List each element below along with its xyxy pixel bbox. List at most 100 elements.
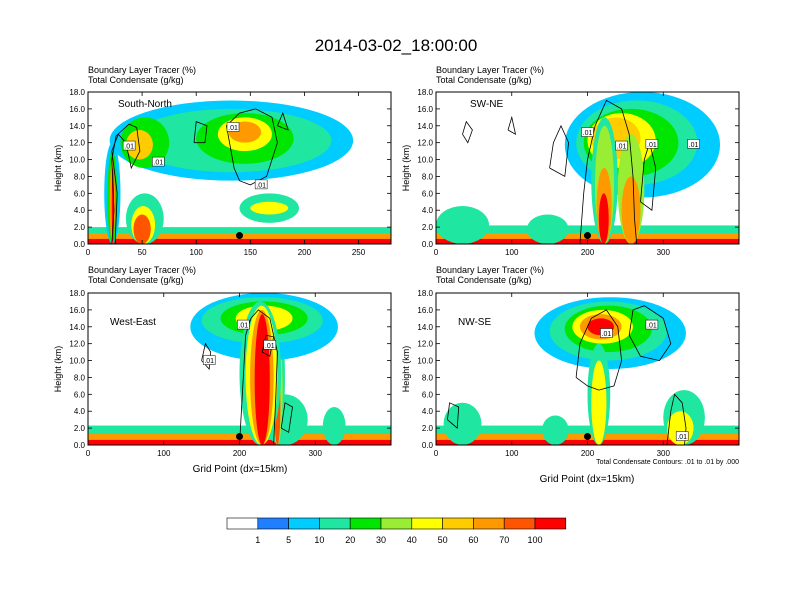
field-band [88, 238, 391, 244]
colorbar-label: 1 [255, 535, 260, 545]
y-tick-label: 2.0 [422, 223, 434, 232]
x-tick-label: 300 [309, 449, 323, 458]
panel-title-line2: Total Condensate (g/kg) [88, 75, 184, 85]
y-tick-label: 10.0 [417, 156, 433, 165]
colorbar-label: 5 [286, 535, 291, 545]
panel-west-east: Boundary Layer Tracer (%) Total Condensa… [53, 265, 392, 475]
contour-label: .01 [265, 343, 275, 350]
y-axis-label: Height (km) [401, 346, 411, 393]
y-tick-label: 14.0 [69, 122, 85, 131]
contour-label-box [237, 319, 250, 330]
y-tick-label: 8.0 [74, 172, 86, 181]
location-marker [584, 232, 591, 240]
condensate-contour [579, 99, 638, 245]
y-tick-label: 16.0 [417, 105, 433, 114]
field-band [88, 227, 391, 234]
y-tick-label: 14.0 [417, 323, 433, 332]
y-axis-label: Height (km) [53, 346, 63, 393]
colorbar-label: 100 [527, 535, 542, 545]
x-tick-label: 100 [157, 449, 171, 458]
condensate-contour [666, 393, 687, 446]
contour-label-group: .01 .01 .01 .01 [581, 127, 700, 240]
y-tick-label: 16.0 [417, 306, 433, 315]
y-tick-label: 8.0 [422, 172, 434, 181]
field-band [436, 225, 739, 234]
contour-label-box [645, 139, 659, 149]
contour-label-group: .01 .01 .01 [202, 319, 277, 441]
y-tick-label: 2.0 [74, 223, 86, 232]
y-tick-label: 12.0 [417, 139, 433, 148]
condensate-contour [447, 402, 460, 429]
colorbar-label: 20 [345, 535, 355, 545]
x-tick-label: 200 [581, 248, 595, 257]
condensate-contour [640, 141, 657, 211]
y-tick-label: 4.0 [74, 206, 86, 215]
contour-label: .01 [228, 125, 238, 132]
y-tick-label: 6.0 [74, 189, 86, 198]
field-blob [322, 407, 346, 445]
condensate-contour [462, 120, 473, 144]
x-axis-label: Grid Point (dx=15km) [193, 464, 288, 475]
contour-label: .01 [256, 182, 266, 189]
y-tick-label: 0.0 [422, 240, 434, 249]
colorbar-label: 50 [438, 535, 448, 545]
y-tick-label: 8.0 [74, 373, 86, 382]
y-tick-label: 12.0 [69, 139, 85, 148]
y-tick-label: 0.0 [74, 441, 86, 450]
x-tick-label: 0 [434, 248, 439, 257]
contour-lines [447, 305, 687, 446]
field-blob [443, 402, 482, 445]
x-tick-label: 200 [298, 248, 312, 257]
colorbar-box [411, 517, 443, 530]
condensate-contour [280, 402, 293, 433]
colorbar-box [503, 517, 536, 530]
x-tick-label: 300 [657, 449, 671, 458]
axes: 0 100 200 300 0.0 2.0 4.0 6.0 8.0 10.0 12.0 14.0 16.… [69, 289, 391, 458]
panel-title-line1: Boundary Layer Tracer (%) [88, 265, 196, 275]
contour-label: .01 [647, 142, 657, 149]
condensate-field [88, 100, 391, 244]
contour-label-box [687, 139, 700, 149]
contour-lines [462, 99, 657, 245]
panel-sw-ne: Boundary Layer Tracer (%) Total Condensa… [401, 65, 740, 257]
field-blob [542, 415, 569, 445]
condensate-contour [193, 121, 208, 144]
colorbar: 1 5 10 20 30 40 50 60 70 100 [226, 517, 567, 545]
condensate-contour [507, 115, 517, 135]
plot-area: .01 .01 .01 .01 0 50 100 150 200 250 0.0 2.0 4.0 6.0… [69, 88, 392, 257]
y-tick-label: 2.0 [74, 424, 86, 433]
contour-label-box [615, 140, 628, 151]
x-axis-label: Grid Point (dx=15km) [540, 474, 635, 485]
colorbar-box [226, 517, 259, 530]
field-blob [250, 201, 289, 215]
condensate-field [88, 293, 391, 445]
panel-title-line2: Total Condensate (g/kg) [436, 75, 532, 85]
colorbar-box [349, 517, 382, 530]
colorbar-box [473, 517, 505, 530]
panel-title-line1: Boundary Layer Tracer (%) [88, 65, 196, 75]
panel-label: NW-SE [458, 317, 491, 328]
condensate-contour [201, 342, 212, 370]
panel-nw-se: Boundary Layer Tracer (%) Total Condensa… [401, 265, 740, 485]
y-tick-label: 8.0 [422, 373, 434, 382]
x-tick-label: 0 [434, 449, 439, 458]
contour-label: .01 [583, 130, 593, 137]
y-tick-label: 10.0 [69, 156, 85, 165]
colorbar-label: 10 [314, 535, 324, 545]
x-tick-label: 0 [86, 449, 91, 458]
y-tick-label: 18.0 [417, 88, 433, 97]
colorbar-box [319, 517, 351, 530]
contour-label: .01 [204, 358, 214, 365]
condensate-contour [111, 123, 141, 245]
field-blob [526, 214, 569, 244]
contour-label-box [226, 122, 240, 132]
contour-label: .01 [647, 323, 657, 330]
plot-area: .01 .01 .01 .01 0 100 200 300 0.0 2.0 4.0 6.0 8.0 10… [417, 88, 740, 257]
colorbar-label: 40 [407, 535, 417, 545]
condensate-contour [575, 309, 623, 391]
y-tick-label: 12.0 [417, 340, 433, 349]
panel-south-north: Boundary Layer Tracer (%) Total Condensa… [53, 65, 392, 257]
x-tick-label: 100 [505, 248, 519, 257]
contour-label-box [675, 431, 689, 441]
